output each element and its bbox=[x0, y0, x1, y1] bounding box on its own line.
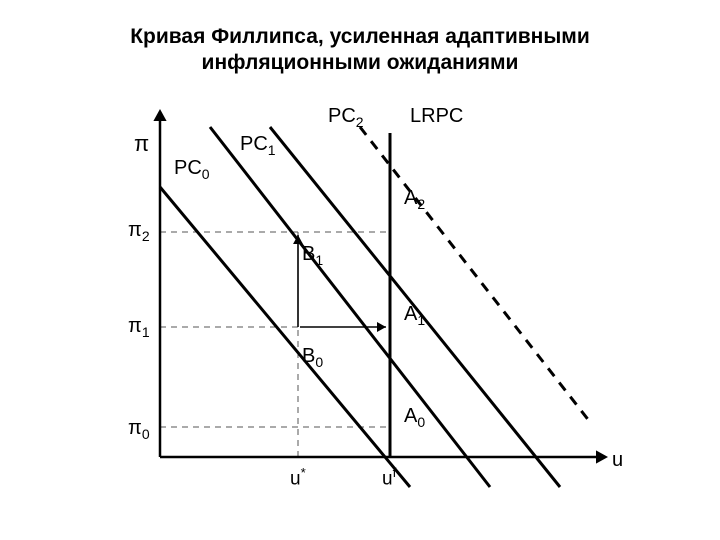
phillips-curve-diagram: π u π2 π1 π0 u* uf PC0 PC1 PC2 LRPC A2 A1 A0 B1 B0 bbox=[80, 97, 640, 497]
lrpc-line bbox=[360, 127, 590, 422]
label-pi0: π0 bbox=[128, 417, 150, 442]
label-A2: A2 bbox=[404, 187, 425, 212]
label-A1: A1 bbox=[404, 303, 425, 328]
chart-title: Кривая Филлипса, усиленная адаптивными и… bbox=[0, 0, 720, 77]
label-x_axis: u bbox=[612, 449, 623, 472]
label-pi2: π2 bbox=[128, 219, 150, 244]
label-PC1: PC1 bbox=[240, 133, 276, 158]
label-B1: B1 bbox=[302, 243, 323, 268]
label-B0: B0 bbox=[302, 345, 323, 370]
label-PC2: PC2 bbox=[328, 105, 364, 130]
label-LRPC: LRPC bbox=[410, 105, 463, 128]
label-y_axis: π bbox=[134, 131, 149, 157]
label-A0: A0 bbox=[404, 405, 425, 430]
chart-canvas bbox=[80, 97, 640, 497]
label-PC0: PC0 bbox=[174, 157, 210, 182]
label-pi1: π1 bbox=[128, 315, 150, 340]
label-u_star: u* bbox=[290, 465, 306, 490]
label-u_f: uf bbox=[382, 465, 396, 490]
pc1-line bbox=[210, 127, 490, 487]
